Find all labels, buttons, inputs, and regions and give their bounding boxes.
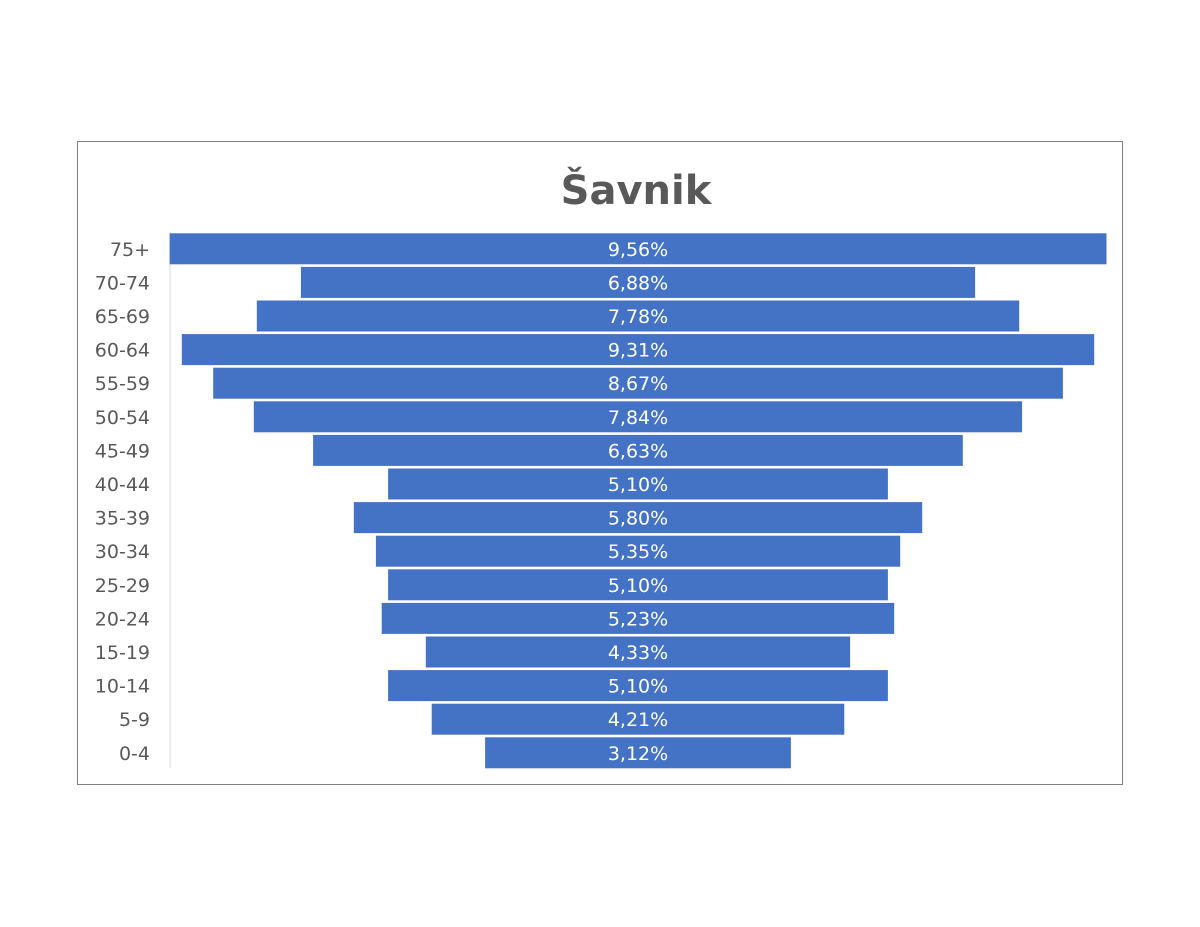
value-label-70-74: 6,88% xyxy=(608,272,668,294)
value-label-0-4: 3,12% xyxy=(608,743,668,765)
value-label-55-59: 8,67% xyxy=(608,373,668,395)
value-label-20-24: 5,23% xyxy=(608,608,668,630)
value-label-45-49: 6,63% xyxy=(608,440,668,462)
category-label-75+: 75+ xyxy=(110,239,150,261)
bar-5-9 xyxy=(431,703,845,735)
value-label-65-69: 7,78% xyxy=(608,306,668,328)
bar-35-39 xyxy=(353,502,923,534)
population-pyramid-chart: Šavnik 9,56% 6,88% 7,78% 9,31% 8,67% 7,84% 6,6… xyxy=(95,166,1107,769)
category-label-55-59: 55-59 xyxy=(95,373,150,395)
category-label-35-39: 35-39 xyxy=(95,508,150,530)
category-tick-labels: 75+ 70-74 65-69 60-64 55-59 50-54 45-49 40-44 35… xyxy=(95,239,150,765)
bars-group xyxy=(169,233,1107,769)
bar-25-29 xyxy=(388,569,888,601)
category-label-0-4: 0-4 xyxy=(119,743,150,765)
category-label-45-49: 45-49 xyxy=(95,440,150,462)
category-label-40-44: 40-44 xyxy=(95,474,150,496)
bar-75+ xyxy=(169,233,1107,265)
bar-15-19 xyxy=(425,636,851,668)
category-label-10-14: 10-14 xyxy=(95,676,150,698)
category-label-25-29: 25-29 xyxy=(95,575,150,597)
bar-70-74 xyxy=(300,266,976,298)
bar-40-44 xyxy=(388,468,888,500)
value-label-60-64: 9,31% xyxy=(608,340,668,362)
bar-55-59 xyxy=(213,367,1063,399)
value-label-75+: 9,56% xyxy=(608,239,668,261)
category-label-15-19: 15-19 xyxy=(95,642,150,664)
bar-20-24 xyxy=(381,602,895,634)
category-label-70-74: 70-74 xyxy=(95,272,150,294)
bar-65-69 xyxy=(256,300,1020,332)
bar-60-64 xyxy=(181,334,1095,366)
chart-title: Šavnik xyxy=(561,166,713,214)
bar-45-49 xyxy=(313,434,963,466)
value-label-40-44: 5,10% xyxy=(608,474,668,496)
category-label-50-54: 50-54 xyxy=(95,407,150,429)
category-label-5-9: 5-9 xyxy=(119,709,150,731)
value-label-5-9: 4,21% xyxy=(608,709,668,731)
bar-50-54 xyxy=(253,401,1023,433)
value-labels-group: 9,56% 6,88% 7,78% 9,31% 8,67% 7,84% 6,63% 5,10%… xyxy=(608,239,668,765)
value-label-30-34: 5,35% xyxy=(608,541,668,563)
category-label-60-64: 60-64 xyxy=(95,340,150,362)
chart-frame: Šavnik 9,56% 6,88% 7,78% 9,31% 8,67% 7,84% 6,6… xyxy=(77,141,1123,785)
category-label-30-34: 30-34 xyxy=(95,541,150,563)
category-label-65-69: 65-69 xyxy=(95,306,150,328)
bar-30-34 xyxy=(375,535,901,567)
bar-0-4 xyxy=(485,737,791,769)
category-label-20-24: 20-24 xyxy=(95,608,150,630)
value-label-15-19: 4,33% xyxy=(608,642,668,664)
value-label-50-54: 7,84% xyxy=(608,407,668,429)
value-label-35-39: 5,80% xyxy=(608,508,668,530)
value-label-10-14: 5,10% xyxy=(608,676,668,698)
value-label-25-29: 5,10% xyxy=(608,575,668,597)
bar-10-14 xyxy=(388,670,888,702)
